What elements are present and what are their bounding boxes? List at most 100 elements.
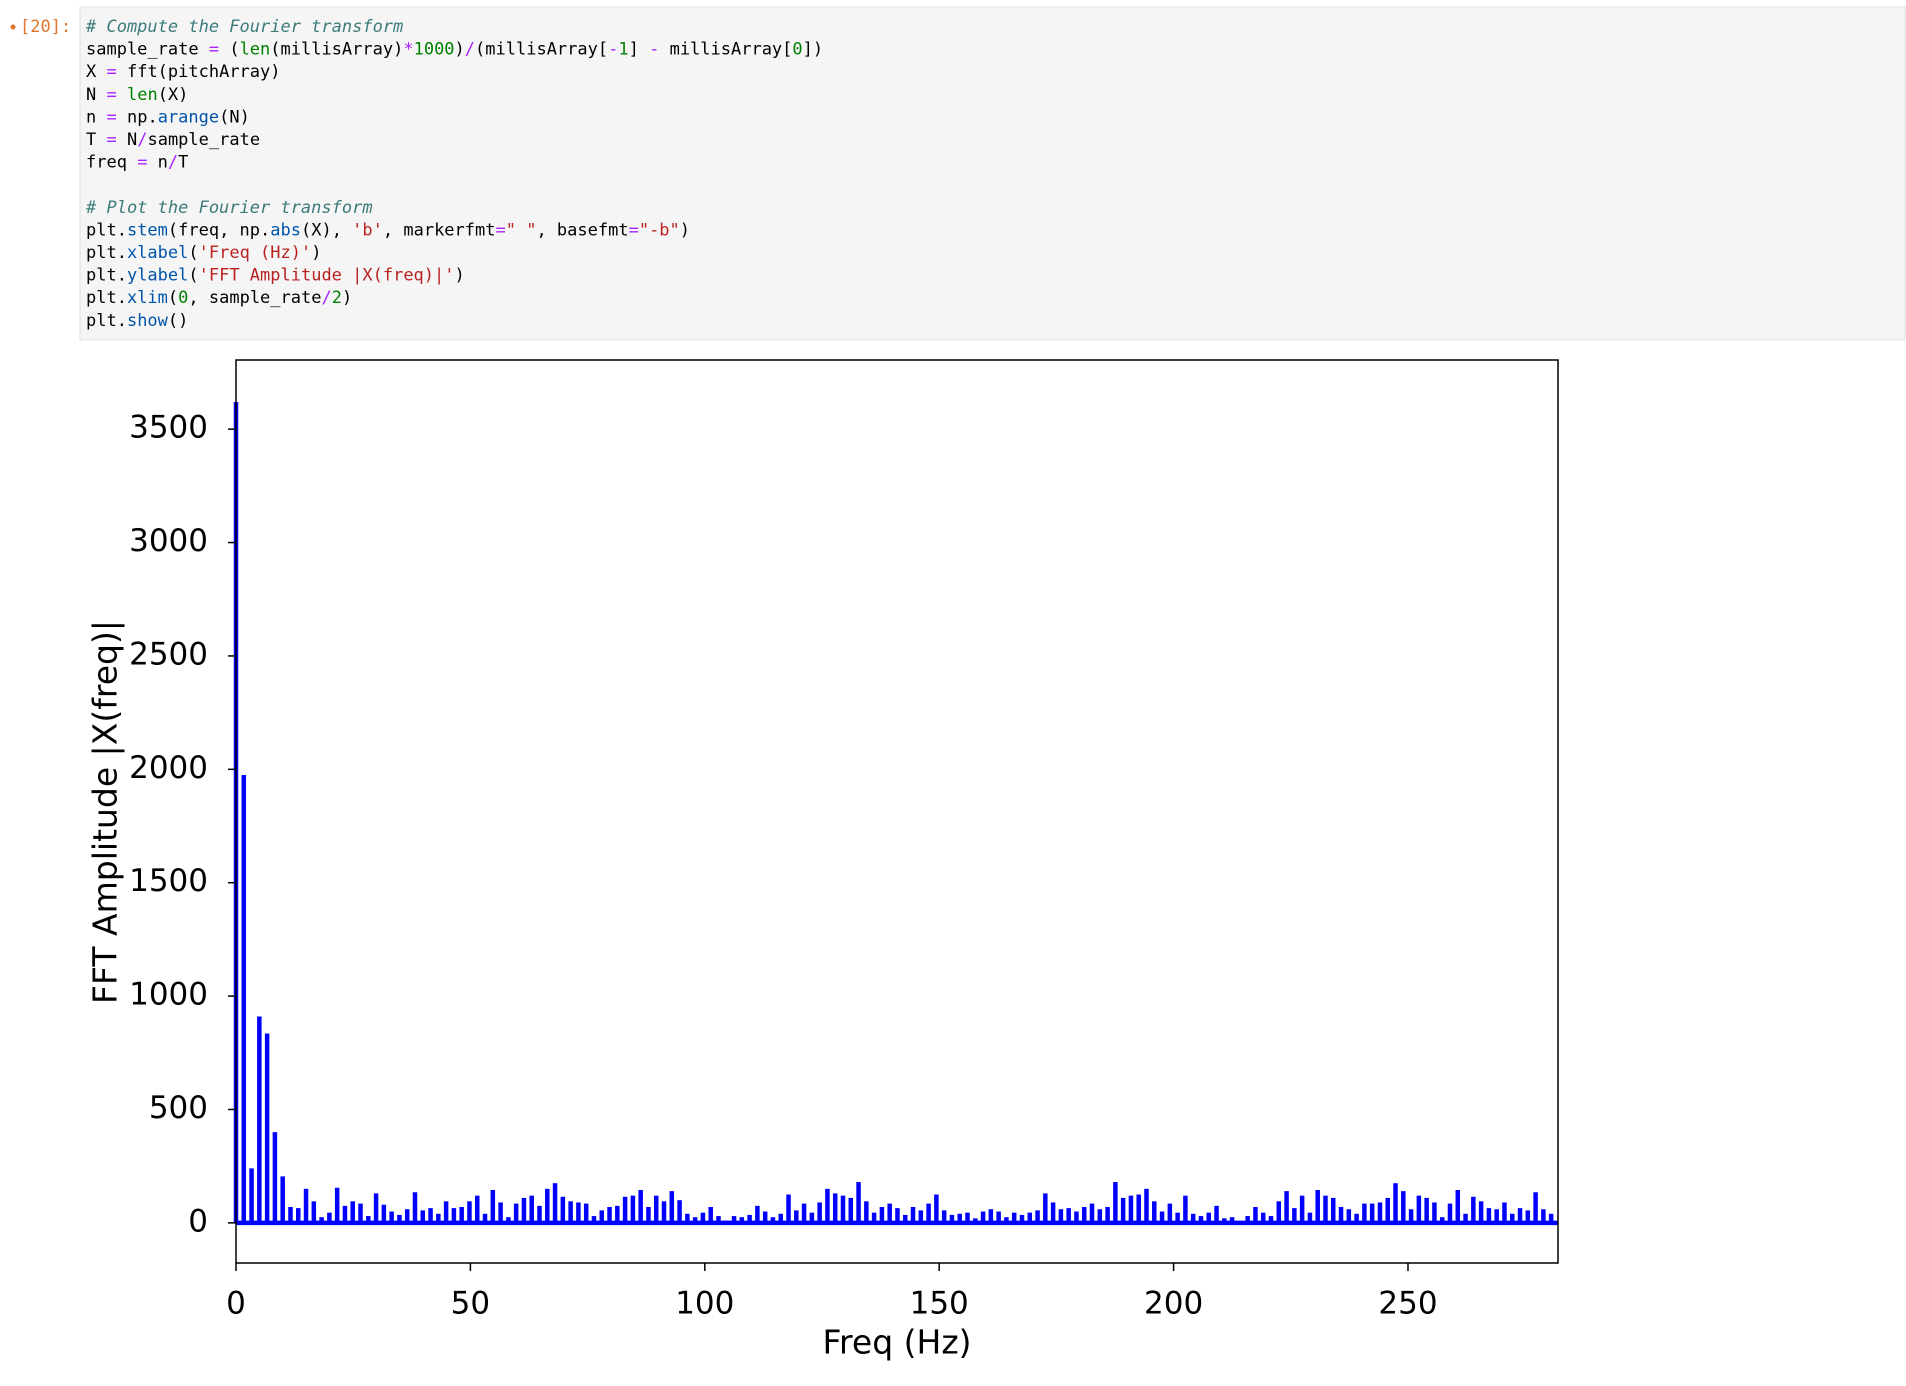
code-line: plt.xlim(0, sample_rate/2) [86, 288, 352, 308]
code-token: = [209, 40, 219, 60]
code-token: xlim [127, 288, 168, 308]
code-token: (X) [158, 85, 189, 105]
y-tick-label: 0 [188, 1203, 208, 1239]
x-tick-label: 50 [451, 1286, 490, 1322]
code-token: ) [311, 243, 321, 263]
code-token: stem [127, 220, 168, 240]
y-tick-label: 1000 [129, 977, 208, 1013]
code-token: , basefmt [536, 220, 628, 240]
code-token: plt. [86, 220, 127, 240]
code-token: N [117, 130, 137, 150]
code-token: () [168, 311, 188, 331]
code-token: millisArray[ [659, 40, 792, 60]
code-line: plt.ylabel('FFT Amplitude |X(freq)|') [86, 266, 465, 286]
code-token: ]) [803, 40, 823, 60]
code-token: N [86, 85, 106, 105]
code-token: = [106, 85, 116, 105]
code-token: arange [158, 107, 219, 127]
code-token: - [608, 40, 618, 60]
cell-status-dot [10, 24, 16, 30]
code-token: ylabel [127, 266, 188, 286]
y-tick-label: 2000 [129, 750, 208, 786]
code-line: plt.stem(freq, np.abs(X), 'b', markerfmt… [86, 220, 690, 240]
y-tick-label: 3000 [129, 523, 208, 559]
code-token: len [127, 85, 158, 105]
code-token: * [403, 40, 413, 60]
code-token: - [649, 40, 659, 60]
code-token: abs [270, 220, 301, 240]
code-token: xlabel [127, 243, 188, 263]
code-token: sample_rate [86, 40, 209, 60]
code-token: = [106, 107, 116, 127]
y-axis-label: FFT Amplitude |X(freq)| [86, 620, 125, 1004]
code-token: 1000 [414, 40, 455, 60]
code-token: ) [342, 288, 352, 308]
code-token: 2 [332, 288, 342, 308]
code-token: / [465, 40, 475, 60]
code-token: 'Freq (Hz)' [199, 243, 312, 263]
code-token: = [106, 130, 116, 150]
code-token: T [178, 153, 188, 173]
code-token: plt. [86, 288, 127, 308]
code-token: np. [117, 107, 158, 127]
code-line: # Plot the Fourier transform [85, 198, 373, 218]
code-token: plt. [86, 266, 127, 286]
code-token: = [495, 220, 505, 240]
code-token: fft(pitchArray) [117, 62, 281, 82]
axes-frame [235, 359, 1559, 1264]
code-token: "-b" [639, 220, 680, 240]
x-tick-label: 0 [226, 1286, 246, 1322]
code-line: plt.xlabel('Freq (Hz)') [86, 243, 321, 263]
code-token: , markerfmt [383, 220, 496, 240]
code-line: T = N/sample_rate [86, 130, 260, 150]
code-token: 0 [178, 288, 188, 308]
code-token: ) [455, 40, 465, 60]
code-token: plt. [86, 243, 127, 263]
code-token: # Compute the Fourier transform [85, 17, 403, 37]
code-token: / [137, 130, 147, 150]
code-line: freq = n/T [86, 153, 188, 173]
y-tick-label: 500 [149, 1090, 208, 1126]
code-token: ( [188, 243, 198, 263]
code-line: X = fft(pitchArray) [86, 62, 281, 82]
code-cell[interactable] [79, 6, 1906, 341]
code: # Compute the Fourier transform sample_ra… [85, 17, 823, 331]
code-token: / [168, 153, 178, 173]
code-token [117, 85, 127, 105]
code-token: ( [188, 266, 198, 286]
code-token: freq [86, 153, 137, 173]
code-token: " " [506, 220, 537, 240]
code-token: 1 [618, 40, 628, 60]
code-token: (millisArray[ [475, 40, 608, 60]
code-token: (freq, np. [168, 220, 270, 240]
code-token: (X), [301, 220, 352, 240]
y-tick-label: 2500 [129, 636, 208, 672]
chart: Freq (Hz) FFT Amplitude |X(freq)| 0 50 100… [86, 359, 1559, 1362]
code-token: ) [455, 266, 465, 286]
code-token: , sample_rate [188, 288, 321, 308]
code-token: 0 [792, 40, 802, 60]
code-token: ] [629, 40, 649, 60]
code-token: / [321, 288, 331, 308]
code-token: = [629, 220, 639, 240]
code-line: N = len(X) [86, 85, 188, 105]
code-line: # Compute the Fourier transform [85, 17, 403, 37]
code-token: sample_rate [147, 130, 260, 150]
code-token: plt. [86, 311, 127, 331]
code-token: = [106, 62, 116, 82]
code-token: 'FFT Amplitude |X(freq)|' [199, 266, 455, 286]
code-token: X [86, 62, 106, 82]
code-line: sample_rate = (len(millisArray)*1000)/(m… [86, 40, 823, 60]
x-axis-label: Freq (Hz) [822, 1323, 971, 1362]
code-token: ( [168, 288, 178, 308]
y-tick-label: 3500 [129, 410, 208, 446]
code-token: (N) [219, 107, 250, 127]
code-line: n = np.arange(N) [86, 107, 250, 127]
code-token: len [240, 40, 271, 60]
code-token: 'b' [352, 220, 383, 240]
code-line: plt.show() [86, 311, 188, 331]
code-token: ) [680, 220, 690, 240]
code-token: ( [219, 40, 239, 60]
x-tick-label: 150 [910, 1286, 969, 1322]
